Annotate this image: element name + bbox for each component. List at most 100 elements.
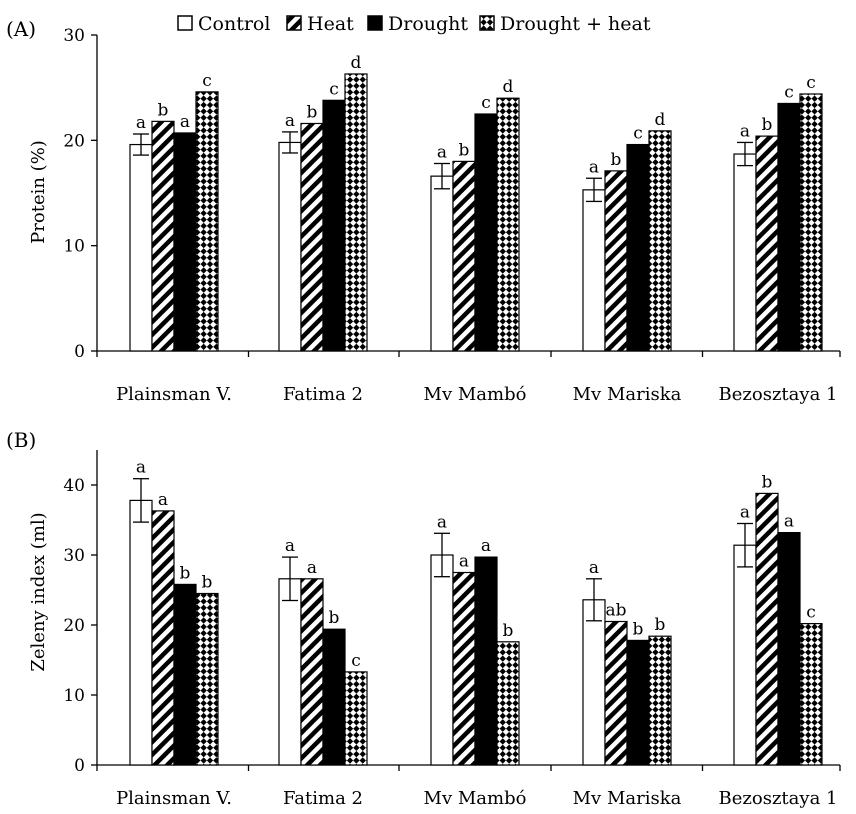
zeleny-bar-drought-heat [799, 622, 823, 766]
zeleny-bar-heat [300, 578, 324, 766]
zeleny-category-label: Fatima 2 [283, 788, 363, 809]
zeleny-bar-drought-heat [195, 592, 219, 766]
zeleny-bar-heat [151, 510, 175, 766]
protein-significance-letter: a [437, 143, 447, 163]
panel-label-a: (A) [6, 17, 36, 41]
protein-bar-drought [322, 99, 346, 352]
zeleny-significance-letter: b [762, 472, 773, 492]
protein-bar-drought-heat [195, 91, 219, 352]
legend-label-heat: Heat [307, 13, 354, 35]
protein-significance-letter: c [784, 82, 794, 102]
zeleny-significance-letter: a [740, 503, 750, 523]
protein-category-label: Mv Mambó [424, 384, 527, 405]
protein-bar-drought-heat [648, 130, 672, 352]
protein-bar-drought-heat [496, 97, 520, 352]
protein-bar-drought [173, 132, 197, 352]
zeleny-significance-letter: a [784, 512, 794, 532]
zeleny-category-label: Plainsman V. [116, 788, 232, 809]
zeleny-bar-drought [777, 531, 801, 766]
legend-swatch-drought-heat [479, 15, 495, 31]
protein-significance-letter: a [740, 121, 750, 141]
zeleny-significance-letter: c [806, 603, 816, 623]
protein-bar-drought-heat [344, 73, 368, 352]
zeleny-y-tick-label: 0 [74, 756, 85, 776]
y-axis-title-zeleny: Zeleny index (ml) [28, 512, 49, 671]
zeleny-significance-letter: a [481, 536, 491, 556]
protein-significance-letter: b [459, 140, 470, 160]
zeleny-y-tick-label: 10 [63, 686, 85, 706]
zeleny-bar-control [733, 544, 757, 766]
protein-significance-letter: a [180, 112, 190, 132]
protein-significance-letter: c [202, 71, 212, 91]
protein-y-tick-label: 20 [63, 131, 85, 151]
protein-significance-letter: c [329, 79, 339, 99]
protein-bar-control [582, 189, 606, 352]
protein-significance-letter: b [158, 100, 169, 120]
zeleny-significance-letter: b [503, 621, 514, 641]
panel-label-b: (B) [6, 428, 36, 452]
zeleny-significance-letter: a [437, 512, 447, 532]
legend-swatch-drought [367, 15, 383, 31]
protein-bar-heat [300, 122, 324, 352]
protein-significance-letter: c [633, 124, 643, 144]
protein-significance-letter: a [589, 157, 599, 177]
protein-significance-letter: b [307, 102, 318, 122]
zeleny-category-label: Mv Mambó [424, 788, 527, 809]
protein-bar-heat [755, 135, 779, 352]
zeleny-significance-letter: a [285, 536, 295, 556]
zeleny-significance-letter: b [329, 608, 340, 628]
protein-bar-heat [604, 170, 628, 352]
zeleny-y-tick-label: 40 [63, 476, 85, 496]
legend-label-drought-heat: Drought + heat [500, 13, 651, 35]
zeleny-bar-heat [452, 571, 476, 766]
protein-bar-control [129, 143, 153, 352]
zeleny-bar-drought [474, 556, 498, 766]
protein-y-tick-label: 30 [63, 26, 85, 46]
zeleny-significance-letter: ab [605, 601, 626, 621]
zeleny-significance-letter: a [307, 558, 317, 578]
protein-chart: (A) Protein (%) 0 10 20 30 Plainsman V. Fatim… [6, 17, 841, 405]
protein-category-label: Plainsman V. [116, 384, 232, 405]
protein-bar-drought [777, 102, 801, 352]
protein-bar-drought [626, 143, 650, 352]
zeleny-bar-drought [322, 628, 346, 766]
zeleny-chart: (B) Zeleny index (ml) 0 10 20 30 40 Plainsman… [6, 428, 841, 809]
protein-significance-letter: d [503, 77, 514, 97]
protein-significance-letter: c [481, 93, 491, 113]
y-axis-title-protein: Protein (%) [28, 140, 49, 244]
protein-significance-letter: d [351, 53, 362, 73]
legend-swatch-heat [286, 15, 302, 31]
zeleny-bar-drought-heat [496, 641, 520, 766]
zeleny-significance-letter: b [633, 619, 644, 639]
protein-bar-control [430, 175, 454, 352]
protein-significance-letter: a [136, 113, 146, 133]
protein-bar-control [733, 153, 757, 352]
zeleny-y-tick-label: 20 [63, 616, 85, 636]
protein-bar-control [278, 141, 302, 352]
protein-category-label: Mv Mariska [573, 384, 682, 405]
zeleny-significance-letter: a [459, 552, 469, 572]
protein-bar-heat [452, 160, 476, 352]
zeleny-bar-heat [604, 620, 628, 766]
zeleny-bar-drought-heat [344, 671, 368, 766]
protein-y-tick-label: 10 [63, 237, 85, 257]
zeleny-significance-letter: a [589, 558, 599, 578]
protein-significance-letter: d [655, 110, 666, 130]
zeleny-bar-control [129, 499, 153, 766]
legend-swatch-control [177, 15, 193, 31]
protein-significance-letter: b [611, 150, 622, 170]
zeleny-category-label: Mv Mariska [573, 788, 682, 809]
protein-bar-drought-heat [799, 93, 823, 352]
zeleny-significance-letter: b [180, 563, 191, 583]
legend: Control Heat Drought Drought + heat [177, 13, 651, 35]
protein-significance-letter: a [285, 111, 295, 131]
protein-category-label: Bezosztaya 1 [719, 384, 838, 405]
zeleny-bar-drought [626, 639, 650, 766]
protein-category-label: Fatima 2 [283, 384, 363, 405]
zeleny-y-tick-label: 30 [63, 546, 85, 566]
zeleny-significance-letter: a [158, 490, 168, 510]
protein-y-tick-label: 0 [74, 342, 85, 362]
protein-significance-letter: c [806, 73, 816, 93]
protein-bar-heat [151, 120, 175, 352]
